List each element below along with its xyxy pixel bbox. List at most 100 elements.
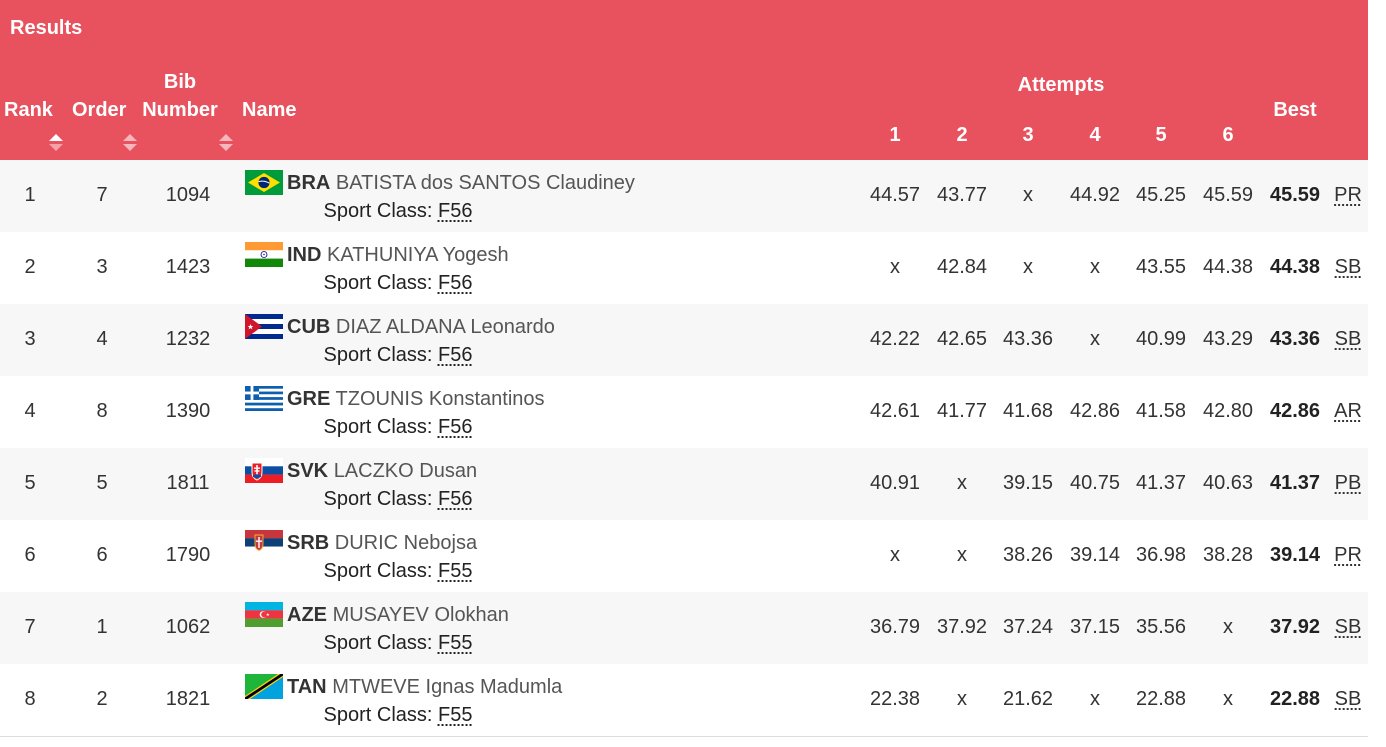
best-cell: 42.86 bbox=[1269, 400, 1321, 422]
bib-column-header-top[interactable]: Bib bbox=[163, 71, 197, 93]
athlete-full-name: MTWEVE Ignas Madumla bbox=[332, 676, 563, 698]
bib-cell: 1821 bbox=[165, 688, 211, 710]
order-cell: 3 bbox=[96, 256, 108, 278]
best-cell: 44.38 bbox=[1269, 256, 1321, 278]
athlete-full-name: MUSAYEV Olokhan bbox=[332, 604, 509, 626]
bib-cell: 1062 bbox=[165, 616, 211, 638]
attempt-5-cell: 41.37 bbox=[1135, 472, 1187, 494]
record-badge[interactable]: PB bbox=[1334, 472, 1362, 494]
best-cell: 39.14 bbox=[1269, 544, 1321, 566]
attempt-4-cell: 37.15 bbox=[1069, 616, 1121, 638]
attempt-6-cell: 40.63 bbox=[1202, 472, 1254, 494]
attempt-1-cell: 40.91 bbox=[869, 472, 921, 494]
sport-class-value[interactable]: F55 bbox=[438, 560, 473, 582]
rank-cell: 4 bbox=[24, 400, 36, 422]
table-header: Results Rank Order Bib Number Name Attem… bbox=[0, 0, 1368, 160]
record-badge[interactable]: PR bbox=[1334, 184, 1362, 206]
rank-cell: 6 bbox=[24, 544, 36, 566]
rank-cell: 8 bbox=[24, 688, 36, 710]
table-row[interactable]: 5 5 1811 SVK LACZKO Dusan Sport Class: F56 40… bbox=[0, 448, 1368, 521]
sport-class-label: Sport Class: bbox=[323, 560, 433, 582]
attempt-6-cell: 44.38 bbox=[1202, 256, 1254, 278]
sport-class-label: Sport Class: bbox=[323, 272, 433, 294]
country-code: AZE bbox=[287, 604, 327, 626]
athlete-name[interactable]: SVK LACZKO Dusan bbox=[287, 459, 477, 483]
athlete-name[interactable]: IND KATHUNIYA Yogesh bbox=[287, 243, 509, 267]
order-column-header[interactable]: Order bbox=[72, 99, 127, 121]
country-code: SRB bbox=[287, 532, 330, 554]
bib-cell: 1423 bbox=[165, 256, 211, 278]
table-row[interactable]: 7 1 1062 AZE MUSAYEV Olokhan Sport Class: F5… bbox=[0, 592, 1368, 665]
best-cell: 41.37 bbox=[1269, 472, 1321, 494]
table-row[interactable]: 3 4 1232 CUB DIAZ ALDANA Leonardo Sport Clas… bbox=[0, 304, 1368, 377]
table-row[interactable]: 2 3 1423 IND KATHUNIYA Yogesh Sport Class: F… bbox=[0, 232, 1368, 305]
record-badge[interactable]: SB bbox=[1334, 688, 1362, 710]
attempt-1-cell: x bbox=[890, 544, 900, 566]
record-badge[interactable]: SB bbox=[1334, 328, 1362, 350]
attempts-column-header: Attempts bbox=[1017, 74, 1105, 96]
bib-sort-icon[interactable] bbox=[219, 134, 233, 152]
sport-class-label: Sport Class: bbox=[323, 344, 433, 366]
athlete-name[interactable]: CUB DIAZ ALDANA Leonardo bbox=[287, 315, 555, 339]
sport-class-value[interactable]: F56 bbox=[438, 200, 473, 222]
athlete-name[interactable]: TAN MTWEVE Ignas Madumla bbox=[287, 675, 562, 699]
attempt-2-cell: 41.77 bbox=[936, 400, 988, 422]
record-badge[interactable]: AR bbox=[1334, 400, 1362, 422]
attempt-2-header: 2 bbox=[956, 124, 968, 146]
sport-class: Sport Class: F56 bbox=[324, 415, 473, 439]
athlete-full-name: TZOUNIS Konstantinos bbox=[335, 388, 545, 410]
sport-class-label: Sport Class: bbox=[323, 488, 433, 510]
athlete-full-name: BATISTA dos SANTOS Claudiney bbox=[335, 172, 635, 194]
attempt-5-cell: 22.88 bbox=[1135, 688, 1187, 710]
sport-class-value[interactable]: F56 bbox=[438, 488, 473, 510]
attempt-6-cell: 43.29 bbox=[1202, 328, 1254, 350]
brazil-flag-icon bbox=[245, 170, 283, 195]
attempt-3-cell: x bbox=[1023, 184, 1033, 206]
record-badge[interactable]: SB bbox=[1334, 616, 1362, 638]
rank-cell: 5 bbox=[24, 472, 36, 494]
attempt-4-cell: 44.92 bbox=[1069, 184, 1121, 206]
best-column-header: Best bbox=[1273, 99, 1317, 121]
bib-column-header-bottom[interactable]: Number bbox=[142, 99, 218, 121]
sport-class: Sport Class: F56 bbox=[324, 487, 473, 511]
rank-sort-icon[interactable] bbox=[49, 134, 63, 152]
order-cell: 7 bbox=[96, 184, 108, 206]
table-row[interactable]: 8 2 1821 TAN MTWEVE Ignas Madumla Sport Clas… bbox=[0, 664, 1368, 737]
sport-class: Sport Class: F55 bbox=[324, 703, 473, 727]
sport-class: Sport Class: F56 bbox=[324, 271, 473, 295]
athlete-name[interactable]: SRB DURIC Nebojsa bbox=[287, 531, 477, 555]
sport-class-value[interactable]: F56 bbox=[438, 416, 473, 438]
order-cell: 4 bbox=[96, 328, 108, 350]
sport-class-value[interactable]: F56 bbox=[438, 344, 473, 366]
athlete-full-name: LACZKO Dusan bbox=[333, 460, 478, 482]
record-badge[interactable]: SB bbox=[1334, 256, 1362, 278]
athlete-name[interactable]: BRA BATISTA dos SANTOS Claudiney bbox=[287, 171, 635, 195]
sport-class-value[interactable]: F56 bbox=[438, 272, 473, 294]
attempt-5-cell: 40.99 bbox=[1135, 328, 1187, 350]
attempt-6-cell: 42.80 bbox=[1202, 400, 1254, 422]
azerbaijan-flag-icon bbox=[245, 602, 283, 627]
attempt-3-cell: 41.68 bbox=[1002, 400, 1054, 422]
order-sort-icon[interactable] bbox=[123, 134, 137, 152]
table-row[interactable]: 6 6 1790 SRB DURIC Nebojsa Sport Class: F55 x… bbox=[0, 520, 1368, 593]
rank-column-header[interactable]: Rank bbox=[4, 99, 53, 121]
cuba-flag-icon bbox=[245, 314, 283, 339]
sport-class-value[interactable]: F55 bbox=[438, 632, 473, 654]
rank-cell: 7 bbox=[24, 616, 36, 638]
table-row[interactable]: 4 8 1390 GRE TZOUNIS Konstantinos Sport Clas… bbox=[0, 376, 1368, 449]
record-badge[interactable]: PR bbox=[1334, 544, 1362, 566]
best-cell: 45.59 bbox=[1269, 184, 1321, 206]
attempt-3-cell: 37.24 bbox=[1002, 616, 1054, 638]
sport-class: Sport Class: F55 bbox=[324, 559, 473, 583]
greece-flag-icon bbox=[245, 386, 283, 411]
table-row[interactable]: 1 7 1094 BRA BATISTA dos SANTOS Claudiney Sp… bbox=[0, 160, 1368, 233]
sport-class-value[interactable]: F55 bbox=[438, 704, 473, 726]
attempt-4-cell: 39.14 bbox=[1069, 544, 1121, 566]
serbia-flag-icon bbox=[245, 530, 283, 555]
best-cell: 43.36 bbox=[1269, 328, 1321, 350]
attempt-2-cell: 37.92 bbox=[936, 616, 988, 638]
attempt-3-header: 3 bbox=[1022, 124, 1034, 146]
athlete-name[interactable]: AZE MUSAYEV Olokhan bbox=[287, 603, 509, 627]
order-cell: 1 bbox=[96, 616, 108, 638]
athlete-name[interactable]: GRE TZOUNIS Konstantinos bbox=[287, 387, 545, 411]
